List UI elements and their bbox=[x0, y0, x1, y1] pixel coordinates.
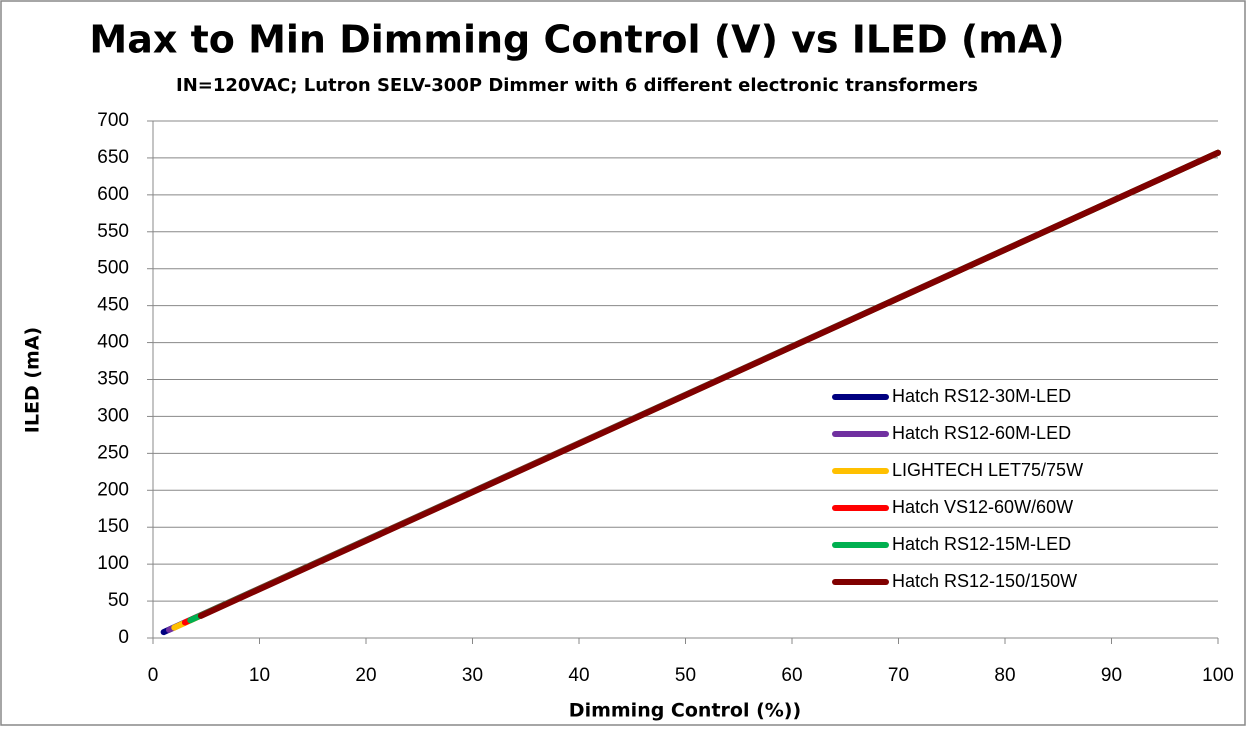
chart-subtitle: IN=120VAC; Lutron SELV-300P Dimmer with … bbox=[176, 75, 978, 96]
y-tick-label: 400 bbox=[97, 332, 129, 353]
y-tick-label: 650 bbox=[97, 147, 129, 168]
series-line bbox=[197, 149, 1221, 619]
legend-label: Hatch RS12-15M-LED bbox=[892, 534, 1071, 554]
y-tick-label: 350 bbox=[97, 369, 129, 390]
y-tick-label: 50 bbox=[108, 590, 129, 611]
y-tick-label: 250 bbox=[97, 442, 129, 463]
x-tick-label: 10 bbox=[249, 665, 270, 686]
y-tick-label: 150 bbox=[97, 516, 129, 537]
x-tick-label: 100 bbox=[1202, 665, 1234, 686]
y-tick-label: 300 bbox=[97, 405, 129, 426]
x-axis-label: Dimming Control (%)) bbox=[569, 700, 801, 722]
legend-label: LIGHTECH LET75/75W bbox=[892, 460, 1083, 480]
chart-title: Max to Min Dimming Control (V) vs ILED (… bbox=[89, 18, 1064, 62]
x-tick-label: 0 bbox=[148, 665, 159, 686]
y-tick-label: 500 bbox=[97, 258, 129, 279]
legend-label: Hatch RS12-60M-LED bbox=[892, 423, 1071, 443]
x-tick-label: 40 bbox=[568, 665, 589, 686]
x-tick-label: 70 bbox=[888, 665, 909, 686]
y-tick-label: 600 bbox=[97, 184, 129, 205]
x-tick-label: 20 bbox=[355, 665, 376, 686]
x-tick-label: 60 bbox=[781, 665, 802, 686]
y-tick-label: 200 bbox=[97, 479, 129, 500]
legend-label: Hatch RS12-30M-LED bbox=[892, 386, 1071, 406]
legend-label: Hatch RS12-150/150W bbox=[892, 571, 1077, 591]
y-tick-label: 0 bbox=[118, 627, 129, 648]
x-tick-label: 50 bbox=[675, 665, 696, 686]
x-tick-label: 80 bbox=[994, 665, 1015, 686]
y-tick-label: 100 bbox=[97, 553, 129, 574]
y-tick-label: 700 bbox=[97, 110, 129, 131]
y-tick-label: 550 bbox=[97, 221, 129, 242]
legend-label: Hatch VS12-60W/60W bbox=[892, 497, 1073, 517]
x-tick-label: 90 bbox=[1101, 665, 1122, 686]
y-tick-label: 450 bbox=[97, 295, 129, 316]
y-axis-label: ILED (mA) bbox=[22, 327, 44, 433]
x-tick-label: 30 bbox=[462, 665, 483, 686]
